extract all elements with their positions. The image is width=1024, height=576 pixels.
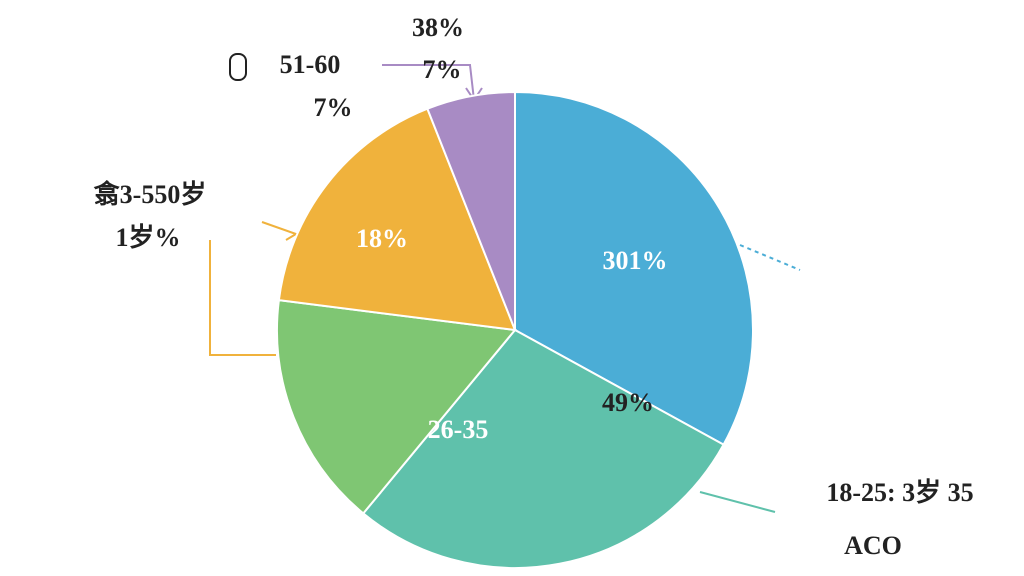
leader-line xyxy=(382,64,475,101)
pie-slice xyxy=(277,107,517,332)
leader-line xyxy=(739,244,801,271)
pie-slice xyxy=(361,328,725,569)
leader-line xyxy=(261,221,299,241)
pie-slice xyxy=(276,299,517,515)
outer-label: 18-25: 3岁 35 xyxy=(826,477,973,507)
pie-slice xyxy=(514,90,754,447)
outer-label: 翕3-550岁 xyxy=(94,179,207,209)
leader-line xyxy=(699,491,776,513)
pie xyxy=(276,90,754,569)
outer-label: 51-60 xyxy=(280,50,341,79)
slice-label: 49% xyxy=(602,388,654,417)
slice-label: 301% xyxy=(603,246,668,275)
outer-label: 1岁% xyxy=(115,222,180,252)
outer-label: ACO xyxy=(844,531,902,560)
leader-lines xyxy=(209,53,801,513)
outer-label: 38% xyxy=(412,13,464,42)
legend-icon xyxy=(229,53,247,81)
outer-label: 7% xyxy=(423,55,462,84)
pie-slice xyxy=(426,90,516,331)
outer-label: 7% xyxy=(314,93,353,122)
slice-label: 26-35 xyxy=(428,415,489,444)
labels: 301% 49% 26-35 18% 38% 7% 51-60 7% 翕3-550岁 1岁% 18-… xyxy=(94,13,974,560)
leader-line xyxy=(209,240,276,356)
slice-label: 18% xyxy=(356,224,408,253)
